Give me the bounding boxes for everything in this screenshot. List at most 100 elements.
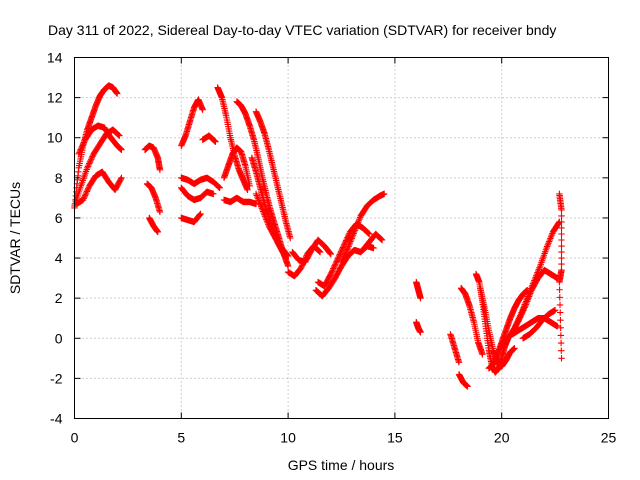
- data-point: [84, 163, 92, 170]
- data-point: [378, 236, 386, 244]
- series-arc36: [509, 315, 561, 338]
- data-point: [78, 143, 86, 150]
- series-arc14: [220, 144, 253, 190]
- y-tick-label: -2: [50, 370, 63, 386]
- data-point: [520, 305, 528, 313]
- y-tick-label: 0: [55, 330, 63, 346]
- data-point: [84, 185, 92, 192]
- data-point: [330, 263, 338, 271]
- series-arc25: [359, 230, 386, 254]
- data-point: [558, 248, 565, 256]
- data-point: [330, 265, 337, 272]
- data-point: [339, 244, 347, 251]
- data-point: [551, 307, 559, 314]
- data-point: [557, 309, 564, 316]
- data-point: [80, 139, 88, 146]
- data-point: [83, 188, 91, 195]
- data-point: [337, 249, 344, 257]
- data-point: [82, 191, 89, 198]
- data-point: [215, 183, 222, 190]
- data-point: [364, 229, 372, 236]
- data-point: [558, 212, 565, 220]
- data-point: [287, 234, 294, 242]
- y-tick-label: 2: [55, 290, 63, 306]
- data-point: [558, 347, 565, 354]
- data-point: [340, 253, 348, 260]
- data-point: [556, 301, 564, 309]
- data-point: [511, 345, 518, 352]
- data-point: [197, 210, 204, 218]
- data-point: [377, 235, 385, 243]
- series-arc10: [178, 184, 217, 204]
- data-point: [516, 315, 523, 323]
- data-point: [315, 247, 323, 255]
- data-point: [515, 317, 522, 324]
- data-point: [332, 259, 340, 267]
- y-axis-label: SDTVAR / TECUs: [7, 182, 23, 294]
- series-arc35: [502, 266, 561, 344]
- series-arc19: [252, 190, 292, 260]
- series-arc28: [447, 331, 463, 366]
- axis-ticks: [74, 57, 609, 419]
- data-point: [340, 254, 347, 262]
- data-point: [326, 250, 334, 257]
- series-arc5: [141, 142, 164, 174]
- series-arc13: [214, 84, 251, 194]
- y-tick-label: 6: [55, 210, 63, 226]
- series-arc7: [146, 214, 162, 236]
- data-points: [71, 82, 565, 390]
- data-point: [381, 190, 388, 198]
- x-tick-labels: 0 5 10 15 20 25: [71, 430, 617, 446]
- series-arc8: [178, 96, 206, 149]
- y-tick-label: 8: [55, 170, 63, 186]
- data-point: [154, 228, 162, 236]
- data-point: [86, 158, 94, 166]
- data-point: [297, 264, 305, 272]
- data-point: [554, 323, 561, 330]
- data-point: [518, 311, 525, 318]
- data-point: [335, 254, 342, 261]
- data-point: [519, 308, 526, 316]
- data-point: [84, 186, 91, 194]
- data-point: [558, 218, 565, 226]
- data-point: [298, 263, 305, 270]
- x-tick-label: 25: [601, 430, 617, 446]
- data-point: [558, 260, 565, 268]
- data-point: [79, 196, 87, 204]
- data-point: [518, 310, 526, 317]
- data-point: [89, 153, 96, 160]
- data-point: [284, 252, 292, 260]
- data-point: [81, 193, 88, 201]
- data-point: [327, 270, 335, 278]
- data-point: [558, 206, 565, 214]
- data-point: [558, 236, 565, 244]
- data-point: [83, 189, 90, 197]
- x-tick-label: 0: [71, 430, 79, 446]
- data-point: [316, 248, 324, 256]
- data-point: [557, 324, 564, 332]
- data-point: [417, 329, 424, 336]
- data-point: [336, 251, 343, 258]
- series-arc15: [220, 194, 260, 208]
- data-point: [558, 254, 565, 262]
- data-point: [366, 230, 373, 238]
- data-point: [556, 278, 563, 286]
- data-point: [342, 250, 349, 257]
- data-point: [339, 245, 346, 253]
- series-arc37: [519, 307, 559, 342]
- data-point: [84, 164, 91, 172]
- data-point: [328, 269, 335, 276]
- data-point: [331, 262, 338, 269]
- data-point: [479, 351, 486, 358]
- data-point: [79, 142, 86, 149]
- data-point: [344, 234, 351, 241]
- data-point: [328, 268, 336, 275]
- data-point: [316, 248, 323, 255]
- x-tick-label: 20: [494, 430, 510, 446]
- data-point: [117, 175, 125, 183]
- data-point: [85, 161, 92, 169]
- chart-title: Day 311 of 2022, Sidereal Day-to-day VTE…: [48, 22, 556, 38]
- data-point: [558, 242, 565, 250]
- data-point: [343, 247, 350, 255]
